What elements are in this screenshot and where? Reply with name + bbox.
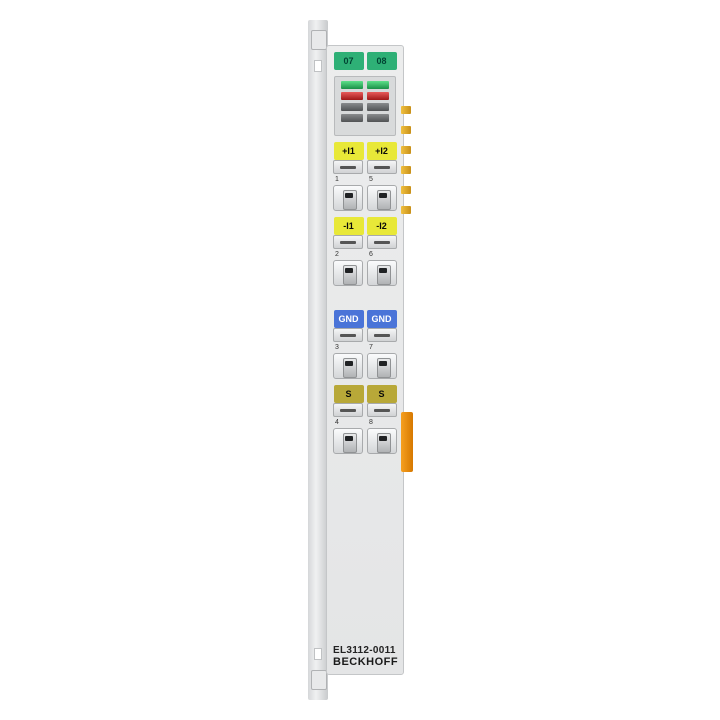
- status-led-block: [334, 76, 396, 136]
- wire-slot: [333, 403, 363, 417]
- top-address-chips: 07 08: [327, 52, 403, 70]
- release-lever: [333, 260, 363, 286]
- signal-label: -I1: [334, 217, 364, 235]
- wire-slot: [367, 235, 397, 249]
- release-lever: [367, 353, 397, 379]
- release-tab: [401, 412, 413, 472]
- bus-contacts: [401, 106, 411, 214]
- release-lever: [367, 428, 397, 454]
- gold-pin: [401, 126, 411, 134]
- terminal-number: 7: [367, 344, 397, 351]
- wire-slot: [367, 328, 397, 342]
- led-run: [367, 81, 389, 89]
- brand-name: BECKHOFF: [333, 656, 397, 668]
- terminal-number: 2: [333, 251, 363, 258]
- din-rail-clip: [308, 20, 328, 700]
- terminal-number: 3: [333, 344, 363, 351]
- signal-label: +I2: [367, 142, 397, 160]
- terminal-number: 1: [333, 176, 363, 183]
- gold-pin: [401, 166, 411, 174]
- module-body: 07 08 +I1 +I2 15 -I1 -I2 26: [326, 45, 404, 675]
- led-off: [367, 103, 389, 111]
- release-lever: [333, 428, 363, 454]
- gold-pin: [401, 146, 411, 154]
- gold-pin: [401, 186, 411, 194]
- led-error: [367, 92, 389, 100]
- rail-notch: [314, 648, 322, 660]
- led-run: [341, 81, 363, 89]
- address-chip: 08: [367, 52, 397, 70]
- terminal-number: 8: [367, 419, 397, 426]
- module-gap: [327, 286, 403, 304]
- release-lever: [333, 185, 363, 211]
- wire-slot: [333, 160, 363, 174]
- release-lever: [367, 260, 397, 286]
- product-label: EL3112-0011 BECKHOFF: [333, 645, 397, 668]
- terminal-group: +I1 +I2 15: [327, 142, 403, 211]
- wire-slot: [333, 328, 363, 342]
- signal-label: GND: [334, 310, 364, 328]
- terminal-group: GND GND 37: [327, 310, 403, 379]
- rail-notch: [314, 60, 322, 72]
- led-off: [341, 103, 363, 111]
- signal-label: S: [367, 385, 397, 403]
- signal-label: -I2: [367, 217, 397, 235]
- terminal-number: 6: [367, 251, 397, 258]
- gold-pin: [401, 206, 411, 214]
- model-number: EL3112-0011: [333, 645, 397, 656]
- terminal-number: 4: [333, 419, 363, 426]
- terminal-group: S S 48: [327, 385, 403, 454]
- terminal-group: -I1 -I2 26: [327, 217, 403, 286]
- wire-slot: [333, 235, 363, 249]
- led-off: [367, 114, 389, 122]
- gold-pin: [401, 106, 411, 114]
- io-terminal-module: 07 08 +I1 +I2 15 -I1 -I2 26: [300, 20, 420, 700]
- signal-label: GND: [367, 310, 397, 328]
- address-chip: 07: [334, 52, 364, 70]
- wire-slot: [367, 160, 397, 174]
- signal-label: +I1: [334, 142, 364, 160]
- led-error: [341, 92, 363, 100]
- release-lever: [333, 353, 363, 379]
- led-off: [341, 114, 363, 122]
- signal-label: S: [334, 385, 364, 403]
- release-lever: [367, 185, 397, 211]
- wire-slot: [367, 403, 397, 417]
- terminal-number: 5: [367, 176, 397, 183]
